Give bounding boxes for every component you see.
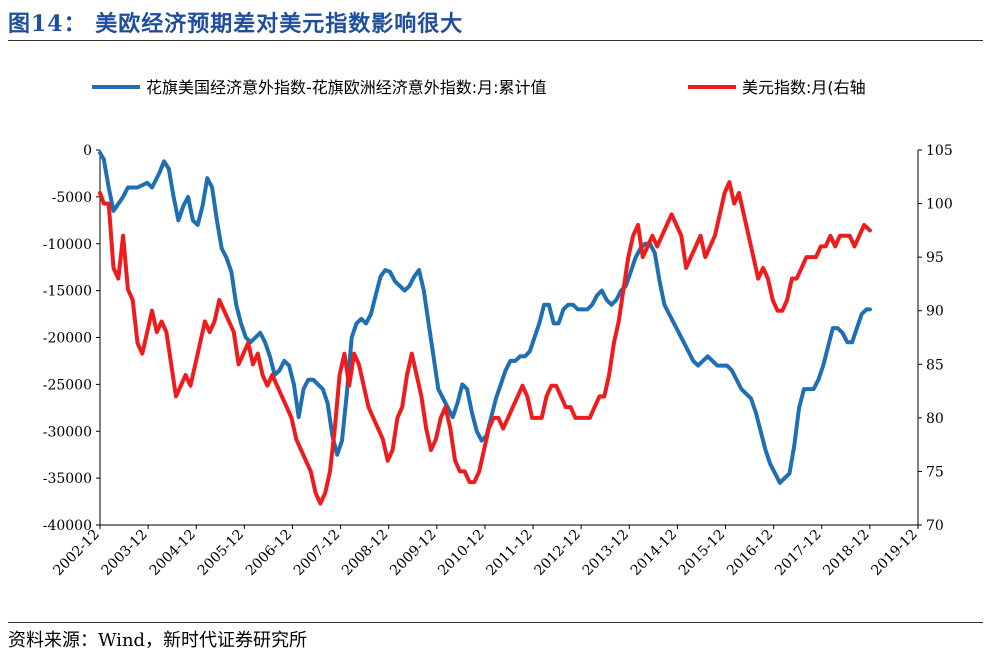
x-tick-label: 2004-12 bbox=[147, 527, 199, 579]
left-tick-label: -20000 bbox=[43, 331, 92, 347]
left-tick-label: -35000 bbox=[43, 471, 92, 487]
x-tick-label: 2015-12 bbox=[676, 527, 728, 579]
right-tick-label: 95 bbox=[926, 250, 944, 266]
axes: 0 -5000 -10000 -15000 -20000 -25000 -30000 -350… bbox=[43, 143, 953, 579]
x-tick-label: 2016-12 bbox=[724, 527, 776, 579]
title-divider bbox=[8, 40, 983, 41]
x-tick-label: 2007-12 bbox=[291, 527, 343, 579]
right-tick-label: 80 bbox=[926, 411, 944, 427]
source-note: 资料来源：Wind，新时代证券研究所 bbox=[8, 630, 308, 651]
x-tick-label: 2018-12 bbox=[820, 527, 872, 579]
left-tick-label: -30000 bbox=[43, 424, 92, 440]
x-tick-label: 2009-12 bbox=[387, 527, 439, 579]
x-tick-label: 2005-12 bbox=[195, 527, 247, 579]
right-tick-label: 70 bbox=[926, 518, 944, 534]
right-tick-label: 75 bbox=[926, 464, 944, 480]
x-tick-label: 2008-12 bbox=[339, 527, 391, 579]
left-tick-label: -25000 bbox=[43, 377, 92, 393]
series-lines bbox=[98, 150, 872, 506]
x-tick-label: 2003-12 bbox=[98, 527, 150, 579]
right-tick-label: 100 bbox=[926, 197, 953, 213]
x-tick-label: 2012-12 bbox=[532, 527, 584, 579]
legend: 花旗美国经济意外指数-花旗欧洲经济意外指数:月:累计值 美元指数:月(右轴 bbox=[92, 78, 866, 97]
x-tick-label: 2014-12 bbox=[628, 527, 680, 579]
left-tick-label: -10000 bbox=[43, 237, 92, 253]
left-tick-label: 0 bbox=[83, 143, 92, 159]
series-line-usa-eur-surprise bbox=[98, 150, 872, 485]
x-tick-label: 2011-12 bbox=[483, 527, 535, 579]
right-tick-label: 90 bbox=[926, 304, 944, 320]
x-tick-label: 2019-12 bbox=[868, 527, 920, 579]
x-tick-label: 2002-12 bbox=[50, 527, 102, 579]
legend-label-dollar-index: 美元指数:月(右轴 bbox=[742, 78, 866, 97]
left-tick-label: -5000 bbox=[52, 190, 92, 206]
series-line-dollar-index bbox=[98, 180, 872, 506]
left-tick-label: -40000 bbox=[43, 518, 92, 534]
x-tick-label: 2017-12 bbox=[772, 527, 824, 579]
left-tick-label: -15000 bbox=[43, 284, 92, 300]
right-tick-label: 105 bbox=[926, 143, 953, 159]
chart-title: 图14： 美欧经济预期差对美元指数影响很大 bbox=[8, 11, 464, 37]
legend-label-usa-eur-surprise: 花旗美国经济意外指数-花旗欧洲经济意外指数:月:累计值 bbox=[146, 78, 547, 97]
x-tick-label: 2013-12 bbox=[580, 527, 632, 579]
x-tick-label: 2006-12 bbox=[243, 527, 295, 579]
footer-divider bbox=[8, 622, 983, 623]
x-tick-label: 2010-12 bbox=[435, 527, 487, 579]
right-tick-label: 85 bbox=[926, 357, 944, 373]
